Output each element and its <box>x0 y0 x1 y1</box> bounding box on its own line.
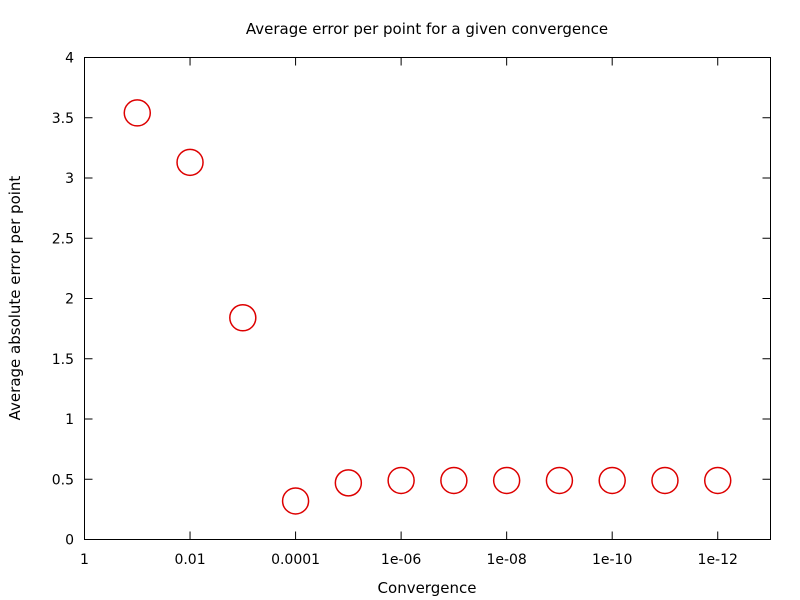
data-point <box>281 487 310 515</box>
x-tick-label: 1e-06 <box>381 552 421 568</box>
y-tick-label: 0.5 <box>52 472 74 488</box>
y-tick-label: 3.5 <box>52 111 74 127</box>
y-tick-label: 1.5 <box>52 352 74 368</box>
x-axis: 1 0.01 0.0001 1e-06 1e-08 1e-10 1e-12 <box>80 57 738 568</box>
data-point <box>598 466 626 495</box>
data-point <box>492 466 521 495</box>
data-point <box>651 466 679 495</box>
y-tick-label: 4 <box>65 51 74 67</box>
y-tick-label: 1 <box>65 412 74 428</box>
x-tick-label: 1e-08 <box>486 552 526 568</box>
x-tick-label: 1 <box>80 552 89 568</box>
data-point <box>334 469 363 497</box>
x-tick-label: 0.0001 <box>271 552 320 568</box>
data-point <box>176 148 204 177</box>
y-tick-label: 2 <box>65 292 74 308</box>
data-point <box>123 99 152 127</box>
data-point <box>229 304 257 332</box>
data-point <box>440 466 468 495</box>
x-axis-title: Convergence <box>378 579 477 597</box>
x-tick-label: 1e-10 <box>592 552 632 568</box>
data-point <box>703 466 732 495</box>
y-axis-title: Average absolute error per point <box>6 176 24 421</box>
data-points <box>123 99 732 515</box>
data-point <box>387 466 415 495</box>
y-tick-label: 3 <box>65 171 74 187</box>
y-tick-label: 2.5 <box>52 231 74 247</box>
x-tick-label: 1e-12 <box>698 552 738 568</box>
chart-title: Average error per point for a given conv… <box>246 20 608 38</box>
data-point <box>545 466 574 495</box>
y-tick-label: 0 <box>65 533 74 549</box>
x-tick-label: 0.01 <box>174 552 205 568</box>
y-axis: 0 0.5 1 1.5 2 2.5 3 3.5 4 <box>52 51 771 549</box>
